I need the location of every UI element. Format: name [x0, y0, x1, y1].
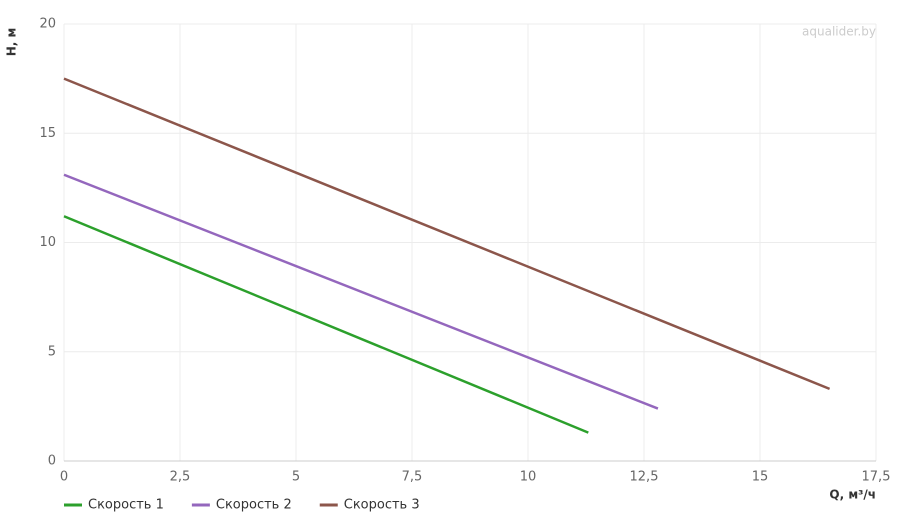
series-line [63, 77, 831, 391]
x-tick-label: 7,5 [402, 470, 423, 485]
x-tick-label: 12,5 [630, 470, 659, 485]
y-tick-label: 15 [39, 126, 56, 141]
y-tick-label: 5 [48, 344, 56, 359]
x-tick-label: 5 [292, 470, 300, 485]
y-tick-label: 0 [48, 454, 56, 469]
y-tick-label: 20 [39, 17, 56, 32]
legend-label: Скорость 3 [344, 498, 420, 513]
x-tick-label: 2,5 [170, 470, 191, 485]
series-line [63, 215, 589, 434]
x-tick-label: 0 [60, 470, 68, 485]
legend-label: Скорость 1 [88, 498, 164, 513]
y-tick-label: 10 [39, 235, 56, 250]
x-tick-label: 15 [752, 470, 769, 485]
x-tick-label: 10 [520, 470, 537, 485]
y-axis-label: H, м [5, 28, 19, 57]
x-axis-label: Q, м³/ч [829, 488, 876, 502]
series-line [63, 173, 659, 410]
watermark: aqualider.by [802, 25, 876, 39]
legend-label: Скорость 2 [216, 498, 292, 513]
x-tick-label: 17,5 [862, 470, 891, 485]
